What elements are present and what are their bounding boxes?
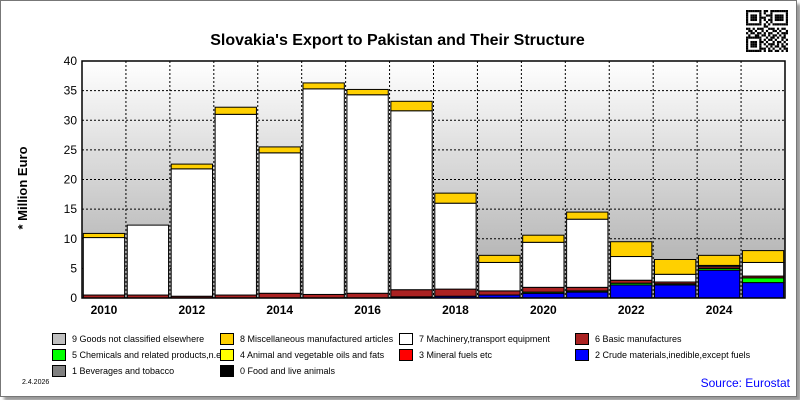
legend-item: 6 Basic manufactures bbox=[575, 332, 682, 346]
legend-label: 9 Goods not classified elsewhere bbox=[72, 334, 205, 344]
legend-swatch bbox=[220, 349, 234, 361]
legend-label: 1 Beverages and tobacco bbox=[72, 366, 175, 376]
bar-segment-7-2015 bbox=[302, 88, 345, 295]
bar-segment-6-2018 bbox=[434, 288, 477, 297]
bar-segment-8-2010 bbox=[82, 232, 126, 239]
plot-border bbox=[81, 60, 786, 299]
bar-segment-8-2012 bbox=[170, 163, 213, 170]
legend-swatch bbox=[399, 333, 413, 345]
bar-segment-7-2018 bbox=[434, 202, 477, 290]
legend-swatch bbox=[52, 349, 66, 361]
bar-segment-2-2021 bbox=[566, 291, 609, 299]
legend-item: 3 Mineral fuels etc bbox=[399, 348, 492, 362]
legend-item: 1 Beverages and tobacco bbox=[52, 364, 174, 378]
x-tick-label: 2012 bbox=[178, 303, 205, 317]
legend-label: 7 Machinery,transport equipment bbox=[419, 334, 550, 344]
chart-title: Slovakia's Export to Pakistan and Their … bbox=[210, 32, 585, 49]
legend-label: 8 Miscellaneous manufactured articles bbox=[240, 334, 394, 344]
date-label: 2.4.2026 bbox=[22, 379, 50, 386]
bar-segment-8-2023 bbox=[654, 258, 697, 275]
x-tick-label: 2020 bbox=[530, 303, 557, 317]
legend-swatch bbox=[575, 333, 589, 345]
bar-segment-2-2025 bbox=[741, 282, 785, 299]
y-tick-label: 30 bbox=[64, 113, 78, 127]
legend-item: 8 Miscellaneous manufactured articles bbox=[220, 332, 393, 346]
y-tick-label: 40 bbox=[64, 54, 78, 68]
bar-segment-7-2020 bbox=[522, 241, 565, 288]
bar-segment-8-2017 bbox=[390, 100, 433, 112]
bar-segment-6-2020 bbox=[522, 286, 565, 293]
bar-segment-7-2019 bbox=[478, 261, 521, 292]
bar-segment-8-2025 bbox=[741, 250, 785, 263]
x-tick-label: 2016 bbox=[354, 303, 381, 317]
bar-segment-2-2024 bbox=[697, 269, 741, 299]
legend-label: 4 Animal and vegetable oils and fats bbox=[240, 350, 385, 360]
bar-segment-8-2020 bbox=[522, 234, 565, 243]
legend-item: 4 Animal and vegetable oils and fats bbox=[220, 348, 384, 362]
bar-segment-8-2016 bbox=[346, 88, 389, 96]
bar-segment-6-2019 bbox=[478, 290, 521, 296]
bar-segment-7-2016 bbox=[346, 94, 389, 294]
bar-segment-8-2022 bbox=[610, 241, 653, 258]
legend-label: 2 Crude materials,inedible,except fuels bbox=[595, 350, 751, 360]
bar-segment-2-2023 bbox=[654, 284, 697, 299]
bar-segment-7-2022 bbox=[610, 256, 653, 281]
legend-swatch bbox=[575, 349, 589, 361]
bar-segment-7-2014 bbox=[258, 152, 301, 294]
y-tick-label: 0 bbox=[70, 291, 77, 305]
legend-swatch bbox=[220, 365, 234, 377]
bar-segment-2-2022 bbox=[610, 284, 653, 299]
legend-label: 5 Chemicals and related products,n.e.s. bbox=[72, 350, 231, 360]
legend-swatch bbox=[220, 333, 234, 345]
legend-item: 0 Food and live animals bbox=[220, 364, 335, 378]
legend-item: 7 Machinery,transport equipment bbox=[399, 332, 550, 346]
source-label: Source: Eurostat bbox=[700, 376, 790, 390]
x-tick-label: 2010 bbox=[91, 303, 118, 317]
bar-segment-8-2019 bbox=[478, 254, 521, 263]
legend-swatch bbox=[399, 349, 413, 361]
bar-segment-7-2023 bbox=[654, 273, 697, 283]
bar-segment-6-2021 bbox=[566, 286, 609, 292]
legend-label: 6 Basic manufactures bbox=[595, 334, 682, 344]
bar-segment-7-2017 bbox=[390, 110, 433, 291]
bar-segment-6-2017 bbox=[390, 289, 433, 298]
legend-label: 3 Mineral fuels etc bbox=[419, 350, 493, 360]
legend-item: 2 Crude materials,inedible,except fuels bbox=[575, 348, 750, 362]
bar-segment-7-2013 bbox=[214, 113, 257, 296]
legend-item: 5 Chemicals and related products,n.e.s. bbox=[52, 348, 231, 362]
bar-segment-8-2021 bbox=[566, 211, 609, 220]
legend-swatch bbox=[52, 333, 66, 345]
bar-segment-7-2021 bbox=[566, 218, 609, 288]
x-tick-label: 2022 bbox=[618, 303, 645, 317]
bar-segment-7-2012 bbox=[170, 168, 213, 297]
y-tick-label: 5 bbox=[70, 261, 77, 275]
x-tick-label: 2018 bbox=[442, 303, 469, 317]
y-tick-label: 20 bbox=[64, 173, 78, 187]
bar-segment-7-2025 bbox=[741, 261, 785, 277]
y-tick-label: 35 bbox=[64, 84, 78, 98]
chart-plot: 0 5 10 15 20 25 30 35 40 2010 2012 2014 2016 2018 2020… bbox=[64, 54, 786, 317]
bar-segment-8-2024 bbox=[697, 254, 741, 266]
legend-label: 0 Food and live animals bbox=[240, 366, 336, 376]
bar-segment-8-2015 bbox=[302, 82, 345, 90]
bar-segment-8-2014 bbox=[258, 146, 301, 154]
legend-item: 9 Goods not classified elsewhere bbox=[52, 332, 204, 346]
bar-segment-7-2011 bbox=[126, 224, 170, 296]
legend-swatch bbox=[52, 365, 66, 377]
y-tick-label: 15 bbox=[64, 202, 78, 216]
bar-segment-5-2025 bbox=[741, 277, 785, 284]
x-tick-label: 2014 bbox=[266, 303, 293, 317]
bar-segment-8-2013 bbox=[214, 106, 257, 115]
x-tick-label: 2024 bbox=[706, 303, 733, 317]
bar-segment-8-2018 bbox=[434, 192, 477, 204]
y-tick-label: 25 bbox=[64, 143, 78, 157]
bar-segment-7-2010 bbox=[82, 237, 126, 296]
y-tick-label: 10 bbox=[64, 232, 78, 246]
qr-code-icon bbox=[746, 10, 788, 52]
